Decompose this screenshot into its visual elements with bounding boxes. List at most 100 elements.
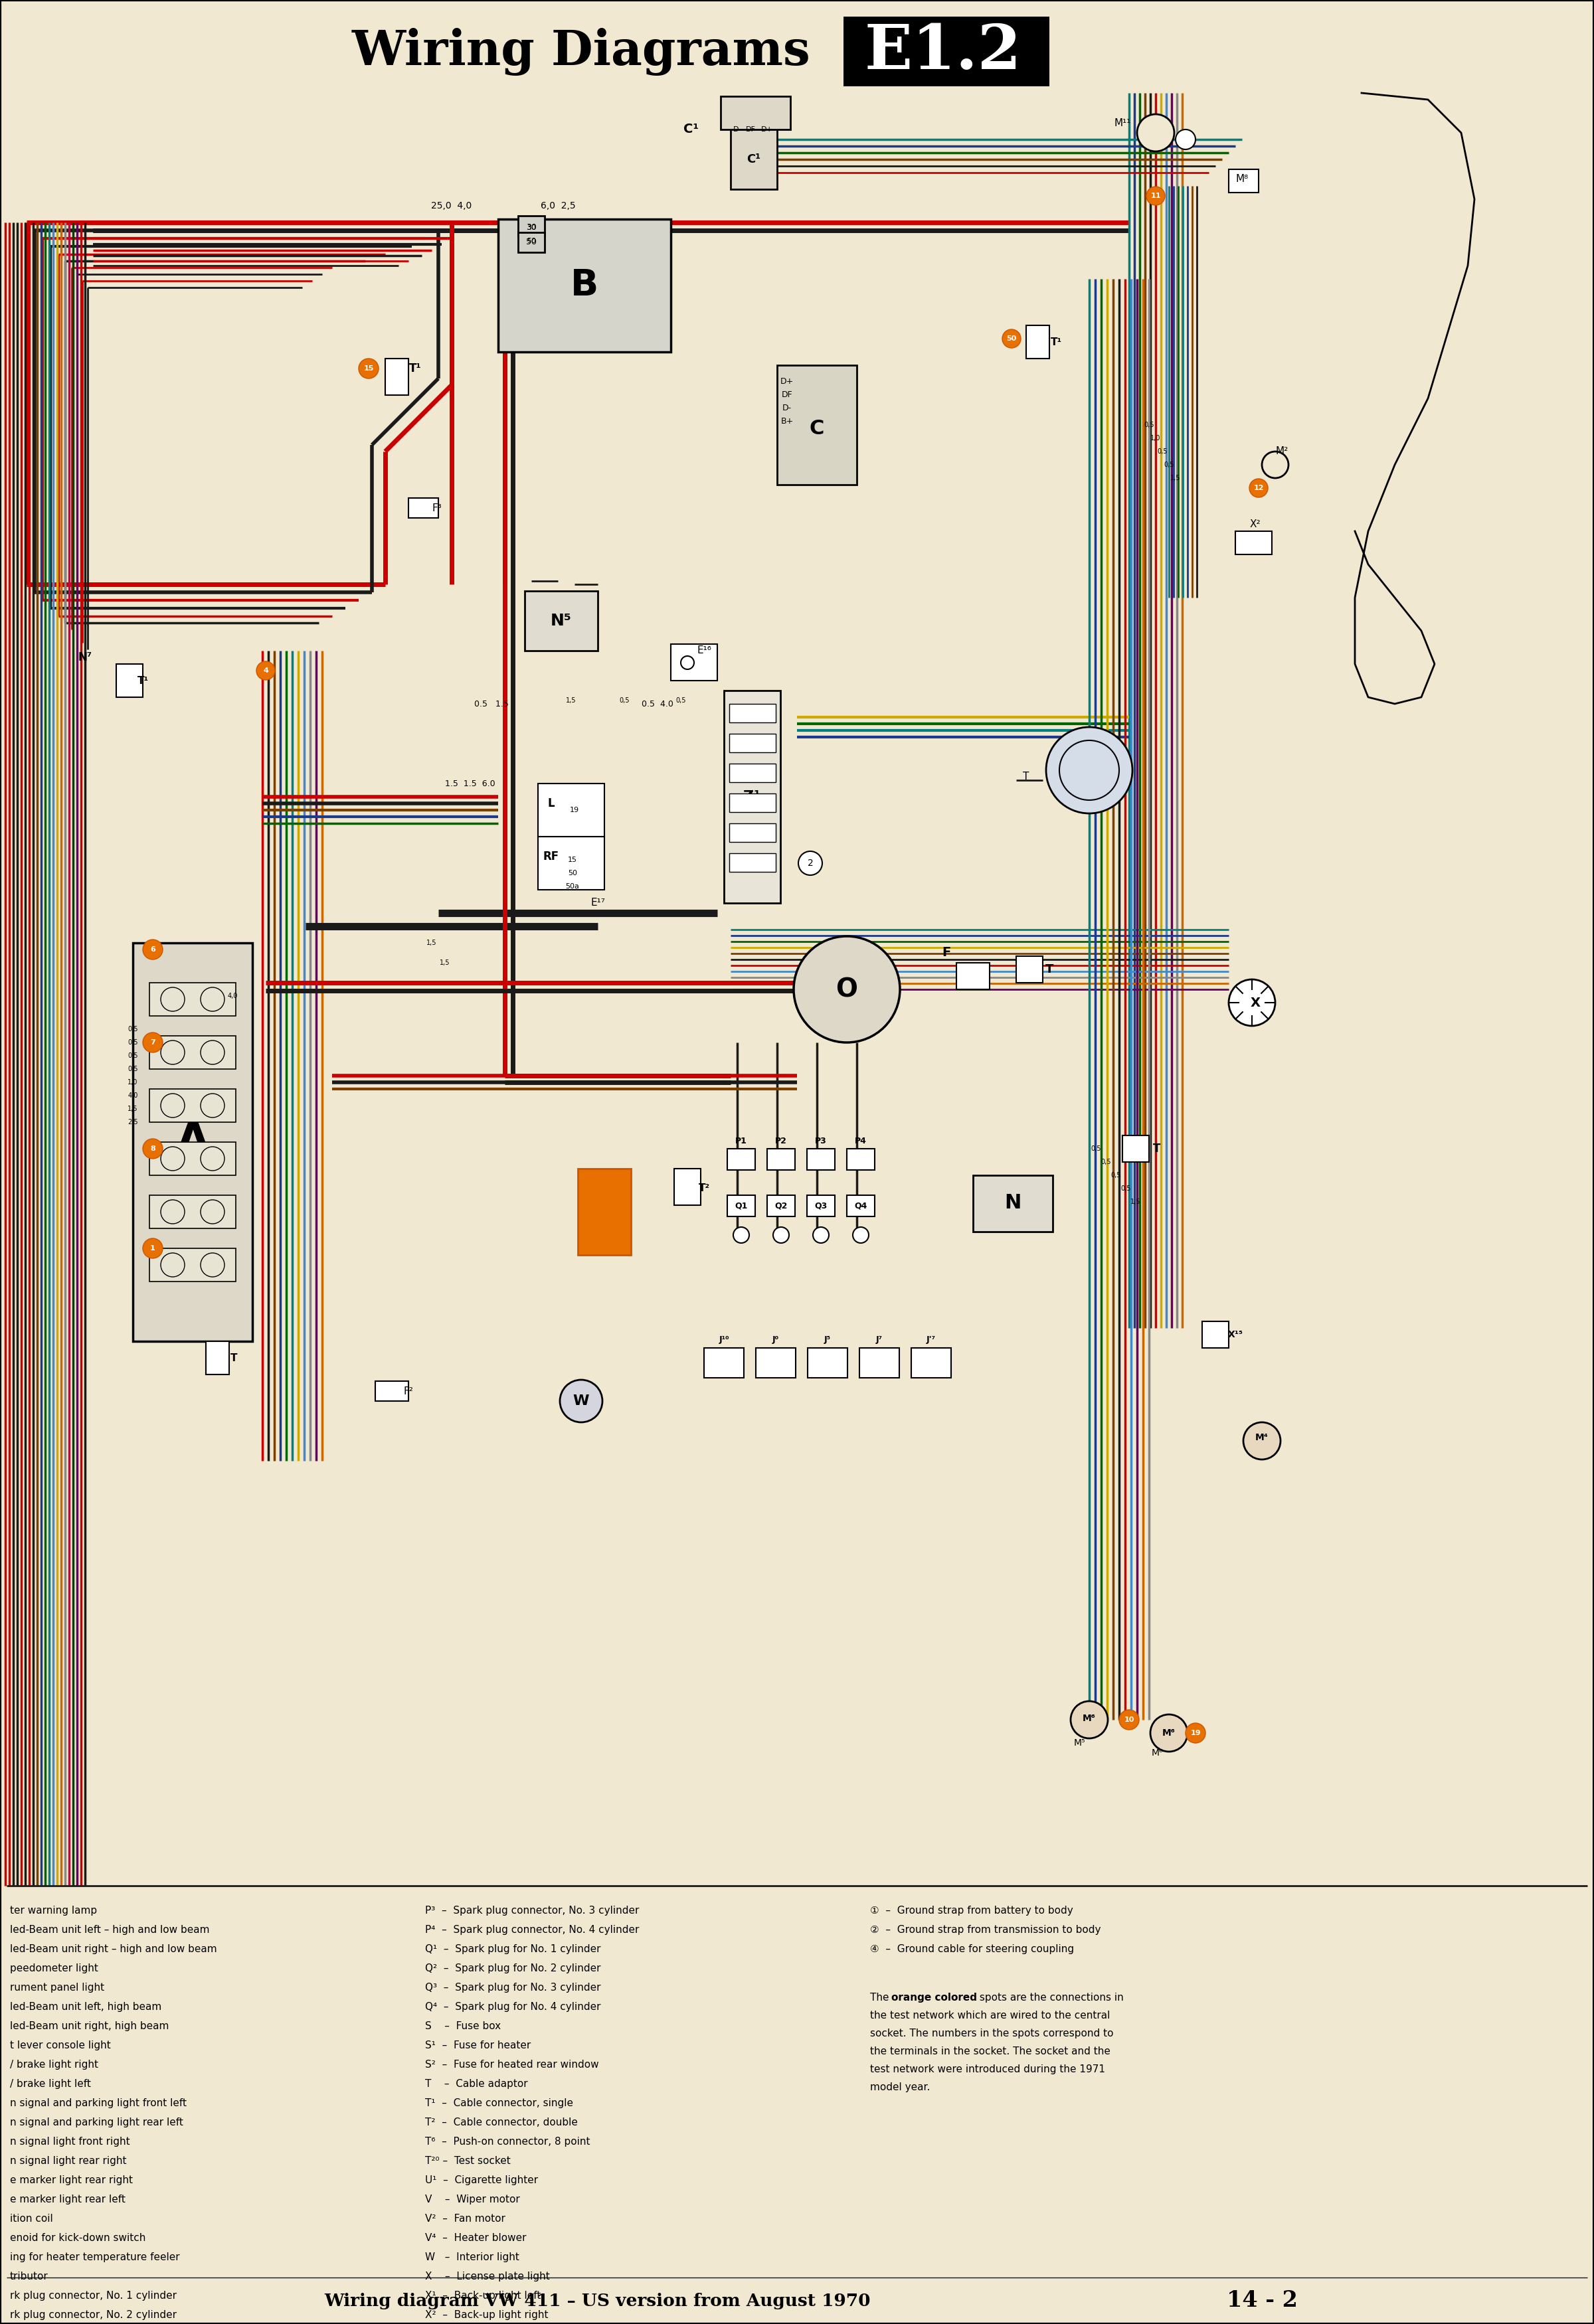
Text: enoid for kick-down switch: enoid for kick-down switch: [10, 2233, 145, 2243]
Bar: [730, 116, 778, 188]
Text: Q4: Q4: [854, 1202, 867, 1211]
Text: led-Beam unit left, high beam: led-Beam unit left, high beam: [10, 2001, 161, 2013]
Circle shape: [559, 1380, 603, 1422]
Text: N⁷: N⁷: [78, 651, 92, 662]
Text: t lever console light: t lever console light: [10, 2040, 110, 2050]
Text: P4: P4: [854, 1136, 867, 1146]
Text: 15: 15: [363, 365, 373, 372]
Circle shape: [143, 939, 163, 960]
Text: 4: 4: [263, 667, 268, 674]
Text: V²  –  Fan motor: V² – Fan motor: [426, 2215, 505, 2224]
Text: C¹: C¹: [748, 153, 760, 165]
Bar: [518, 232, 545, 253]
Text: T²⁰: T²⁰: [596, 1206, 614, 1218]
Text: 30: 30: [526, 225, 536, 230]
Text: M⁴: M⁴: [1256, 1434, 1269, 1443]
Text: 0,5: 0,5: [1090, 1146, 1101, 1153]
Bar: [1017, 955, 1042, 983]
Text: P3: P3: [815, 1136, 827, 1146]
Text: 12: 12: [1253, 486, 1264, 490]
Text: 0,5: 0,5: [128, 1067, 139, 1071]
Text: 1,5: 1,5: [427, 939, 437, 946]
Bar: [539, 783, 604, 837]
Text: B+: B+: [781, 418, 794, 425]
Bar: [150, 1037, 236, 1069]
Text: 0,5: 0,5: [618, 697, 630, 704]
Circle shape: [201, 988, 225, 1011]
Text: spots are the connections in: spots are the connections in: [976, 1992, 1124, 2003]
Bar: [846, 1148, 875, 1169]
Text: Wiring diagram VW 411 – US version from August 1970: Wiring diagram VW 411 – US version from …: [325, 2291, 870, 2310]
Text: 0,5: 0,5: [1121, 1185, 1130, 1192]
Text: 1: 1: [150, 1246, 155, 1253]
Text: 0,5: 0,5: [676, 697, 685, 704]
Text: Wiring Diagrams: Wiring Diagrams: [352, 28, 810, 77]
Circle shape: [201, 1199, 225, 1225]
Bar: [756, 1348, 795, 1378]
Text: T¹: T¹: [410, 363, 421, 374]
Text: Q2: Q2: [775, 1202, 787, 1211]
Text: n signal and parking light rear left: n signal and parking light rear left: [10, 2117, 183, 2126]
Text: D+: D+: [762, 125, 773, 132]
Text: T¹: T¹: [1050, 337, 1062, 346]
Text: X: X: [1250, 997, 1261, 1009]
Text: J⁷: J⁷: [877, 1336, 883, 1343]
Text: 7: 7: [150, 1039, 155, 1046]
Text: 1.5  1.5  6.0: 1.5 1.5 6.0: [445, 779, 496, 788]
Text: 6,0  2,5: 6,0 2,5: [540, 202, 575, 211]
Bar: [778, 365, 858, 486]
Bar: [524, 590, 598, 651]
Text: the terminals in the socket. The socket and the: the terminals in the socket. The socket …: [870, 2047, 1111, 2057]
Text: J¹⁰: J¹⁰: [719, 1336, 728, 1343]
Text: socket. The numbers in the spots correspond to: socket. The numbers in the spots corresp…: [870, 2029, 1114, 2038]
Text: 10: 10: [1124, 1717, 1135, 1722]
Text: 0,5: 0,5: [128, 1053, 139, 1060]
Text: M⁶: M⁶: [1082, 1713, 1095, 1722]
Text: S    –  Fuse box: S – Fuse box: [426, 2022, 501, 2031]
Text: ition coil: ition coil: [10, 2215, 53, 2224]
Bar: [846, 1195, 875, 1215]
Text: ②  –  Ground strap from transmission to body: ② – Ground strap from transmission to bo…: [870, 1924, 1101, 1936]
Text: the test network which are wired to the central: the test network which are wired to the …: [870, 2010, 1109, 2020]
Bar: [730, 853, 776, 872]
Text: N: N: [1004, 1195, 1022, 1213]
Circle shape: [1250, 479, 1267, 497]
Bar: [1027, 325, 1049, 358]
Circle shape: [1071, 1701, 1108, 1738]
Circle shape: [143, 1139, 163, 1160]
Text: peedometer light: peedometer light: [10, 1964, 99, 1973]
Text: C¹: C¹: [684, 123, 698, 135]
Bar: [767, 1195, 795, 1215]
Text: V⁴  –  Heater blower: V⁴ – Heater blower: [426, 2233, 526, 2243]
Bar: [206, 1341, 230, 1373]
Circle shape: [201, 1095, 225, 1118]
Text: ④  –  Ground cable for steering coupling: ④ – Ground cable for steering coupling: [870, 1945, 1074, 1954]
Circle shape: [201, 1041, 225, 1064]
Text: W: W: [572, 1394, 590, 1408]
Bar: [859, 1348, 899, 1378]
Circle shape: [161, 1095, 185, 1118]
Text: T²⁰ –  Test socket: T²⁰ – Test socket: [426, 2157, 510, 2166]
Text: 1,0: 1,0: [1151, 435, 1160, 442]
Text: E¹⁷: E¹⁷: [590, 897, 606, 909]
Bar: [972, 1176, 1052, 1232]
Text: 0,5: 0,5: [1144, 421, 1154, 428]
Bar: [1235, 532, 1272, 555]
Text: 15: 15: [567, 858, 577, 862]
Circle shape: [1137, 114, 1175, 151]
Text: DF: DF: [781, 390, 792, 400]
Text: E¹⁶: E¹⁶: [697, 646, 711, 655]
Text: W   –  Interior light: W – Interior light: [426, 2252, 520, 2261]
Text: M⁸: M⁸: [1235, 174, 1248, 184]
Text: e marker light rear left: e marker light rear left: [10, 2194, 126, 2205]
Text: 1,5: 1,5: [440, 960, 450, 967]
Text: M²: M²: [1275, 446, 1288, 456]
Text: D-: D-: [733, 125, 741, 132]
Text: D-: D-: [783, 404, 792, 414]
Text: 50a: 50a: [566, 883, 580, 890]
Text: V    –  Wiper motor: V – Wiper motor: [426, 2194, 520, 2205]
Text: V⁴: V⁴: [1079, 760, 1100, 774]
Text: D+: D+: [781, 376, 794, 386]
Text: T²  –  Cable connector, double: T² – Cable connector, double: [426, 2117, 577, 2126]
Text: 50: 50: [526, 237, 537, 246]
